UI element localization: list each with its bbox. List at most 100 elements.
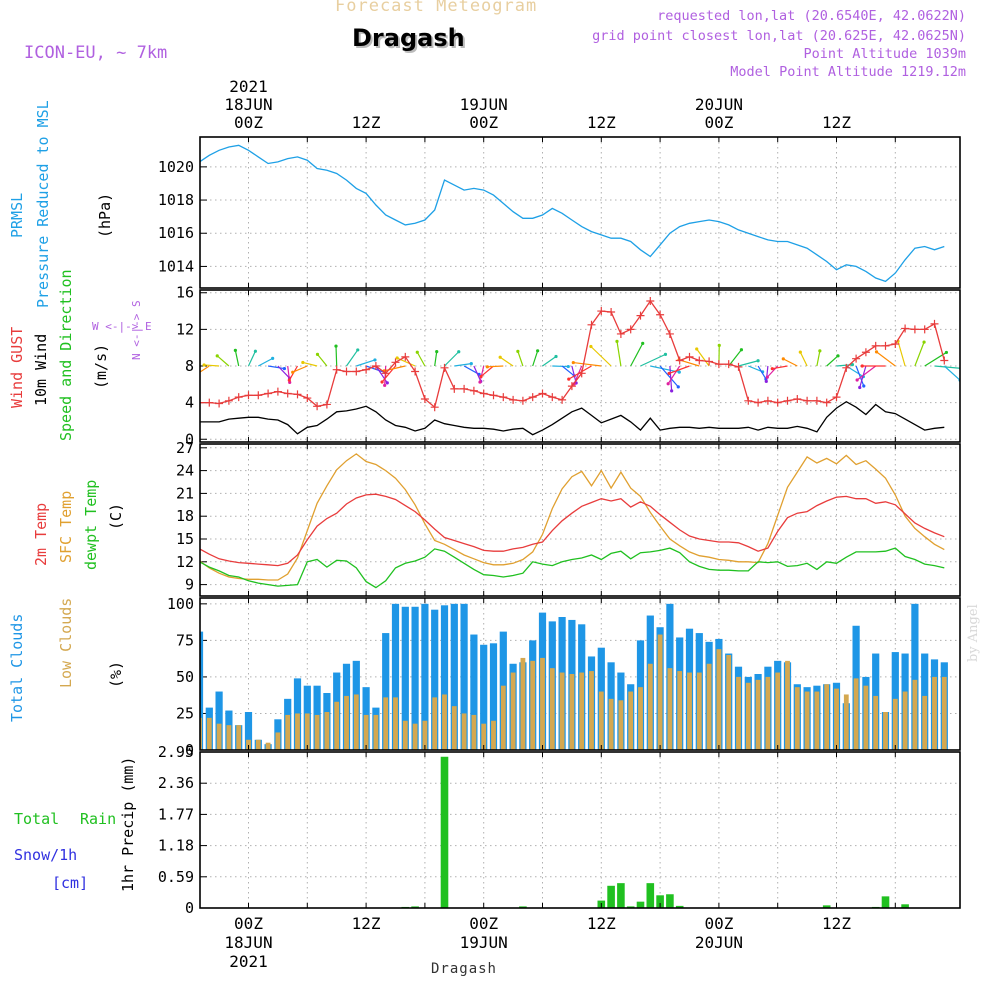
low-cloud-bar xyxy=(667,668,673,750)
low-cloud-bar xyxy=(579,672,585,750)
wind-vector-head xyxy=(798,350,802,354)
low-cloud-bar xyxy=(363,714,369,750)
wind-vector-head xyxy=(536,349,540,353)
model-point-altitude: Model Point Altitude 1219.12m xyxy=(730,64,966,80)
low-cloud-bar xyxy=(200,717,202,750)
gust-marker xyxy=(714,360,723,369)
low-cloud-bar xyxy=(226,725,232,750)
pressure-unit: (hPa) xyxy=(96,193,114,238)
low-cloud-bar xyxy=(785,660,790,750)
wind-vector xyxy=(346,349,359,367)
wind-vector-head xyxy=(818,349,822,353)
total-cloud-bar xyxy=(411,606,419,750)
wind-vector xyxy=(317,354,328,367)
low-cloud-bar xyxy=(285,714,291,750)
y-tick-label: 18 xyxy=(176,507,194,525)
low-cloud-bar xyxy=(863,685,869,750)
low-cloud-bar xyxy=(794,687,800,750)
y-tick-label: 15 xyxy=(176,530,194,548)
x-time-label-bottom: 00Z xyxy=(234,914,263,933)
wind-vector-head xyxy=(862,384,866,388)
wind-vector xyxy=(856,365,877,381)
gust-marker xyxy=(822,398,831,407)
gust-marker xyxy=(695,356,704,365)
wind-vector xyxy=(292,365,308,373)
low-cloud-bar xyxy=(216,723,222,750)
panel-frame xyxy=(199,289,961,443)
wind-vector xyxy=(416,351,426,367)
y-tick-label: 24 xyxy=(176,462,194,480)
gust-marker xyxy=(528,393,537,402)
sfc-temp-line xyxy=(200,453,945,581)
wind-vector xyxy=(268,365,285,370)
wind-dir-label: Speed and Direction xyxy=(57,269,75,441)
y-tick-label: 100 xyxy=(167,595,194,613)
panel-frame xyxy=(199,751,961,909)
total-cloud-bar xyxy=(421,603,429,750)
rain-bar xyxy=(617,883,625,908)
gust-marker xyxy=(920,325,929,334)
x-time-label-top: 20JUN xyxy=(695,95,743,114)
gust-marker xyxy=(861,348,870,357)
gust-marker xyxy=(332,365,341,374)
low-cloud-label: Low Clouds xyxy=(57,598,75,688)
total-cloud-bar xyxy=(382,633,390,750)
rain-bar xyxy=(636,901,645,908)
low-cloud-bar xyxy=(755,679,761,750)
low-cloud-bar xyxy=(843,694,849,750)
gust-marker xyxy=(264,389,273,398)
gust-marker xyxy=(460,384,469,393)
low-cloud-bar xyxy=(559,672,565,750)
wind-vector-head xyxy=(566,364,570,369)
gust-marker xyxy=(234,393,243,402)
low-cloud-bar xyxy=(922,695,928,750)
total-cloud-label: Total Clouds xyxy=(8,614,26,722)
gust-marker xyxy=(215,399,224,408)
gust-marker xyxy=(283,389,292,398)
wind-vector-head xyxy=(383,383,387,387)
gust-marker xyxy=(607,307,616,316)
wind-vector xyxy=(258,357,273,367)
gust-marker xyxy=(200,398,204,407)
low-cloud-bar xyxy=(696,672,702,750)
wind-vector-head xyxy=(944,350,949,355)
x-time-label-bottom: 20JUN xyxy=(695,933,743,952)
wind-vector-head xyxy=(695,347,699,351)
low-cloud-bar xyxy=(353,694,359,750)
low-cloud-bar xyxy=(442,694,447,750)
low-cloud-bar xyxy=(638,687,643,750)
low-cloud-bar xyxy=(618,700,624,750)
low-cloud-bar xyxy=(726,655,732,750)
wind-vector xyxy=(277,365,290,379)
wind-vector xyxy=(816,350,821,367)
wind-vector xyxy=(234,350,240,367)
precip-unit: 1hr Precip (mm) xyxy=(119,757,137,892)
pressure-line xyxy=(200,144,945,283)
wind-vector xyxy=(200,365,210,373)
wind-vector xyxy=(897,341,906,367)
total-cloud-bar xyxy=(431,609,439,750)
low-cloud-bar xyxy=(824,684,830,750)
x-time-label-bottom: 12Z xyxy=(822,914,851,933)
y-tick-label: 1.77 xyxy=(158,805,194,823)
rain-label-2: Rain xyxy=(80,810,116,828)
low-cloud-bar xyxy=(265,742,271,750)
gust-marker xyxy=(224,396,233,405)
y-tick-label: 27 xyxy=(176,439,194,457)
wind-vector-head xyxy=(193,379,196,382)
wind-vector xyxy=(772,365,788,370)
y-tick-label: 1020 xyxy=(158,158,194,176)
wind-vector-head xyxy=(663,352,668,356)
wind-vector-head xyxy=(469,362,473,366)
y-tick-label: 25 xyxy=(176,704,194,722)
wind-vector-head xyxy=(271,356,275,360)
wind-vector xyxy=(855,365,865,387)
wind-vector xyxy=(668,365,690,374)
low-cloud-bar xyxy=(206,717,212,750)
gust-marker xyxy=(783,396,792,405)
wind-vector-head xyxy=(922,340,926,344)
cloud-unit: (%) xyxy=(107,661,125,688)
low-cloud-bar xyxy=(883,712,888,750)
low-cloud-bar xyxy=(422,720,428,750)
wind-vector-head xyxy=(253,349,257,353)
